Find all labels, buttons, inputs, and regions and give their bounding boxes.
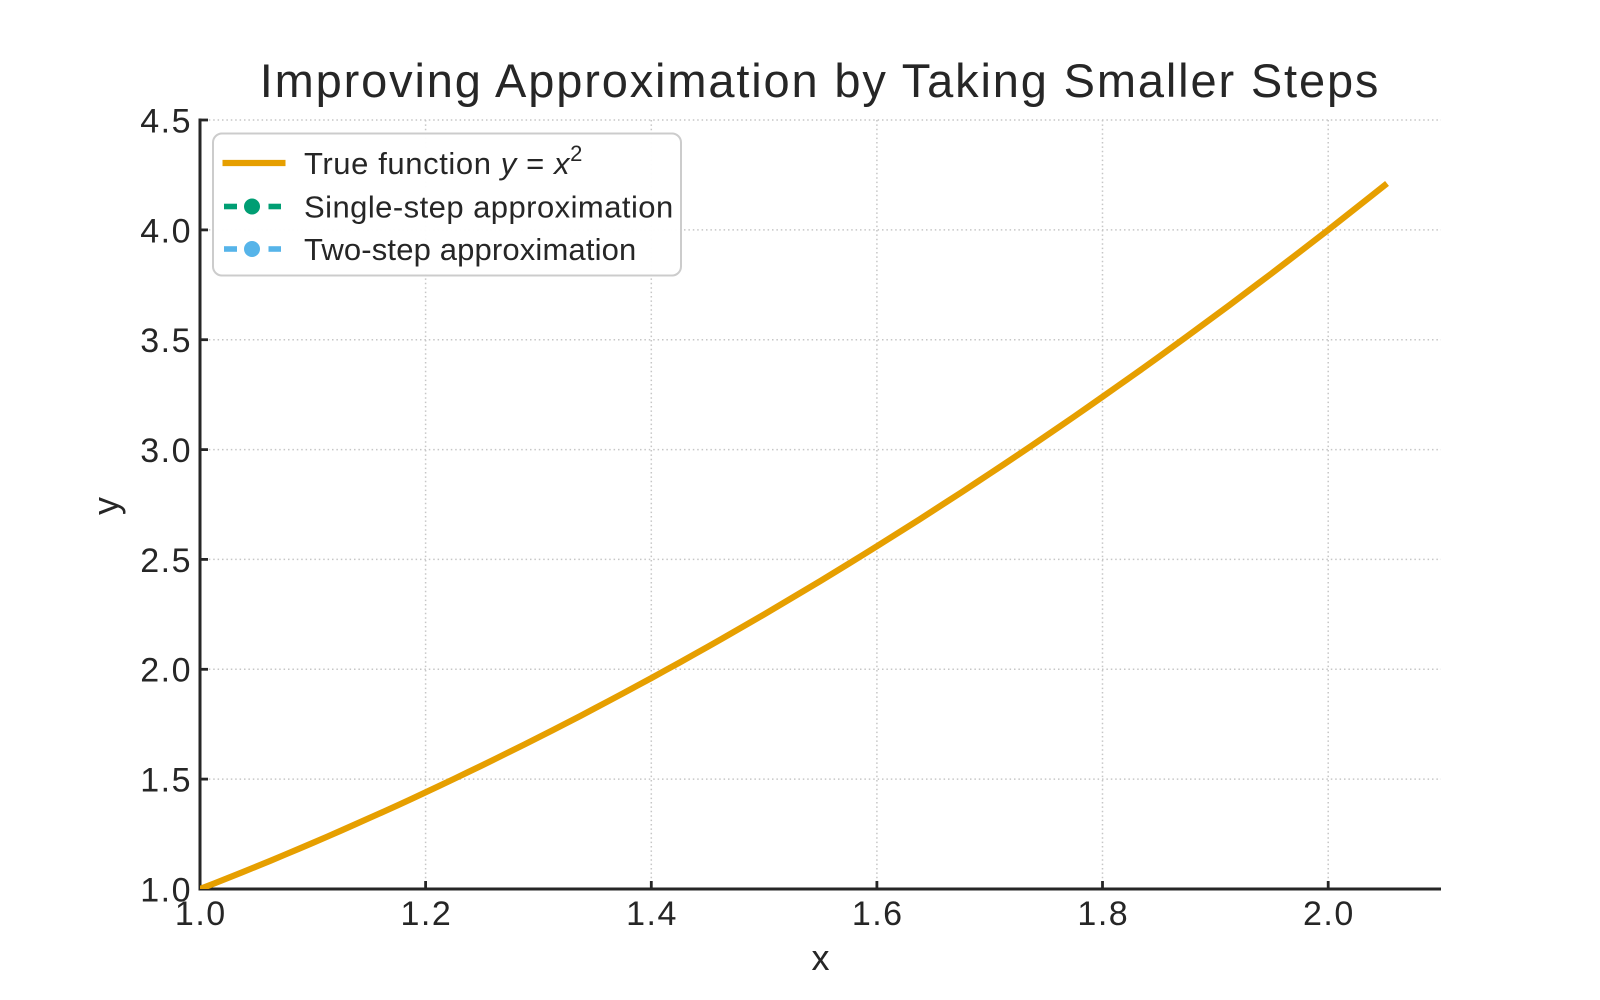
svg-text:2.5: 2.5 xyxy=(140,542,192,580)
svg-text:1.8: 1.8 xyxy=(1077,895,1129,933)
svg-text:Single-step approximation: Single-step approximation xyxy=(304,190,674,225)
svg-text:1.5: 1.5 xyxy=(140,762,192,800)
svg-text:True function y = x2: True function y = x2 xyxy=(304,141,583,181)
svg-text:1.0: 1.0 xyxy=(175,895,227,933)
svg-text:1.2: 1.2 xyxy=(401,895,453,933)
svg-text:4.0: 4.0 xyxy=(140,212,192,250)
svg-text:Improving Approximation by Tak: Improving Approximation by Taking Smalle… xyxy=(260,54,1381,107)
svg-text:1.6: 1.6 xyxy=(852,895,904,933)
svg-text:y: y xyxy=(85,497,126,515)
svg-text:3.5: 3.5 xyxy=(140,322,192,360)
svg-text:1.4: 1.4 xyxy=(626,895,678,933)
svg-text:3.0: 3.0 xyxy=(140,432,192,470)
svg-text:Two-step approximation: Two-step approximation xyxy=(304,232,636,267)
svg-text:x: x xyxy=(812,937,830,978)
svg-text:2.0: 2.0 xyxy=(140,652,192,690)
svg-text:2.0: 2.0 xyxy=(1303,895,1355,933)
svg-text:4.5: 4.5 xyxy=(140,102,192,140)
svg-text:1.0: 1.0 xyxy=(140,871,192,909)
